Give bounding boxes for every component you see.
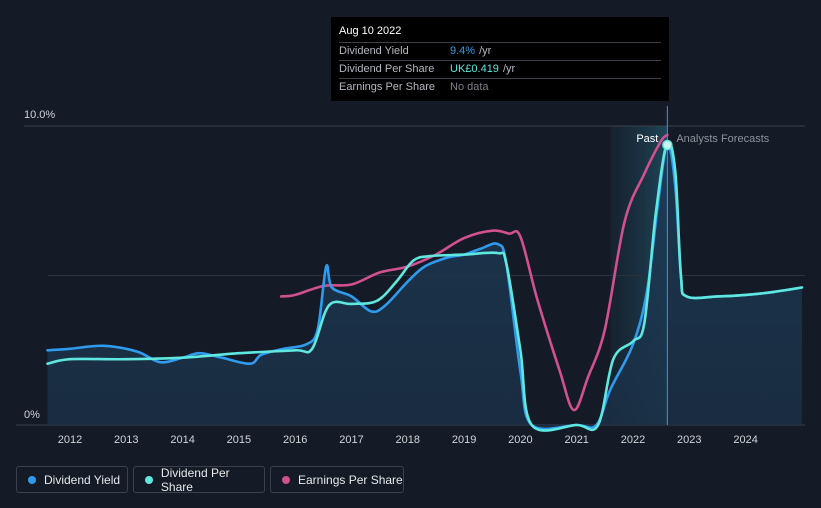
tooltip-value: No data [450,81,489,93]
hover-point-marker [662,139,673,151]
tooltip-label: Dividend Yield [339,45,409,57]
tooltip-row-earnings-per-share: Earnings Per Share No data [339,79,661,96]
dividend-per-share-line [46,140,804,432]
dividend-yield-line [46,142,804,431]
dividend-yield-dot-icon [28,475,36,484]
x-tick-label: 2014 [170,434,194,446]
x-tick-label: 2020 [508,434,532,446]
dividend-yield-area [47,143,802,429]
x-tick-label: 2018 [396,434,420,446]
legend-label: Dividend Yield [44,472,121,487]
x-tick-label: 2012 [58,434,82,446]
tooltip-row-dividend-per-share: Dividend Per Share UK£0.419 /yr [339,61,661,79]
legend-item-earnings-per-share[interactable]: Earnings Per Share [270,466,404,493]
x-tick-label: 2022 [621,434,645,446]
earnings-per-share-line [279,133,669,412]
y-tick-label: 10.0% [24,109,55,121]
x-tick-label: 2013 [114,434,138,446]
tooltip-label: Dividend Per Share [339,63,435,75]
legend-label: Earnings Per Share [298,472,403,487]
legend-item-dividend-yield[interactable]: Dividend Yield [16,466,128,493]
tooltip-panel: Aug 10 2022 Dividend Yield 9.4% /yr Divi… [331,17,669,101]
tooltip-date: Aug 10 2022 [339,23,661,43]
tooltip-value: 9.4% [450,45,476,57]
earnings-per-share-dot-icon [282,475,290,484]
tooltip-label: Earnings Per Share [339,81,435,93]
tooltip-unit: /yr [479,45,492,57]
tooltip-unit: /yr [502,63,516,75]
legend-item-dividend-per-share[interactable]: Dividend Per Share [133,465,265,494]
y-tick-label: 0% [24,409,40,421]
x-tick-label: 2021 [564,434,588,446]
tooltip-value: UK£0.419 [450,63,499,75]
x-tick-label: 2019 [452,434,476,446]
dividend-per-share-dot-icon [145,475,153,484]
forecast-label: Analysts Forecasts [676,133,769,145]
x-tick-label: 2023 [677,434,701,446]
x-tick-label: 2017 [339,434,363,446]
x-tick-label: 2016 [283,434,307,446]
tooltip-row-dividend-yield: Dividend Yield 9.4% /yr [339,43,661,61]
legend-label: Dividend Per Share [160,465,230,494]
x-tick-label: 2024 [733,434,757,446]
past-label: Past [636,133,658,145]
x-tick-label: 2015 [227,434,251,446]
